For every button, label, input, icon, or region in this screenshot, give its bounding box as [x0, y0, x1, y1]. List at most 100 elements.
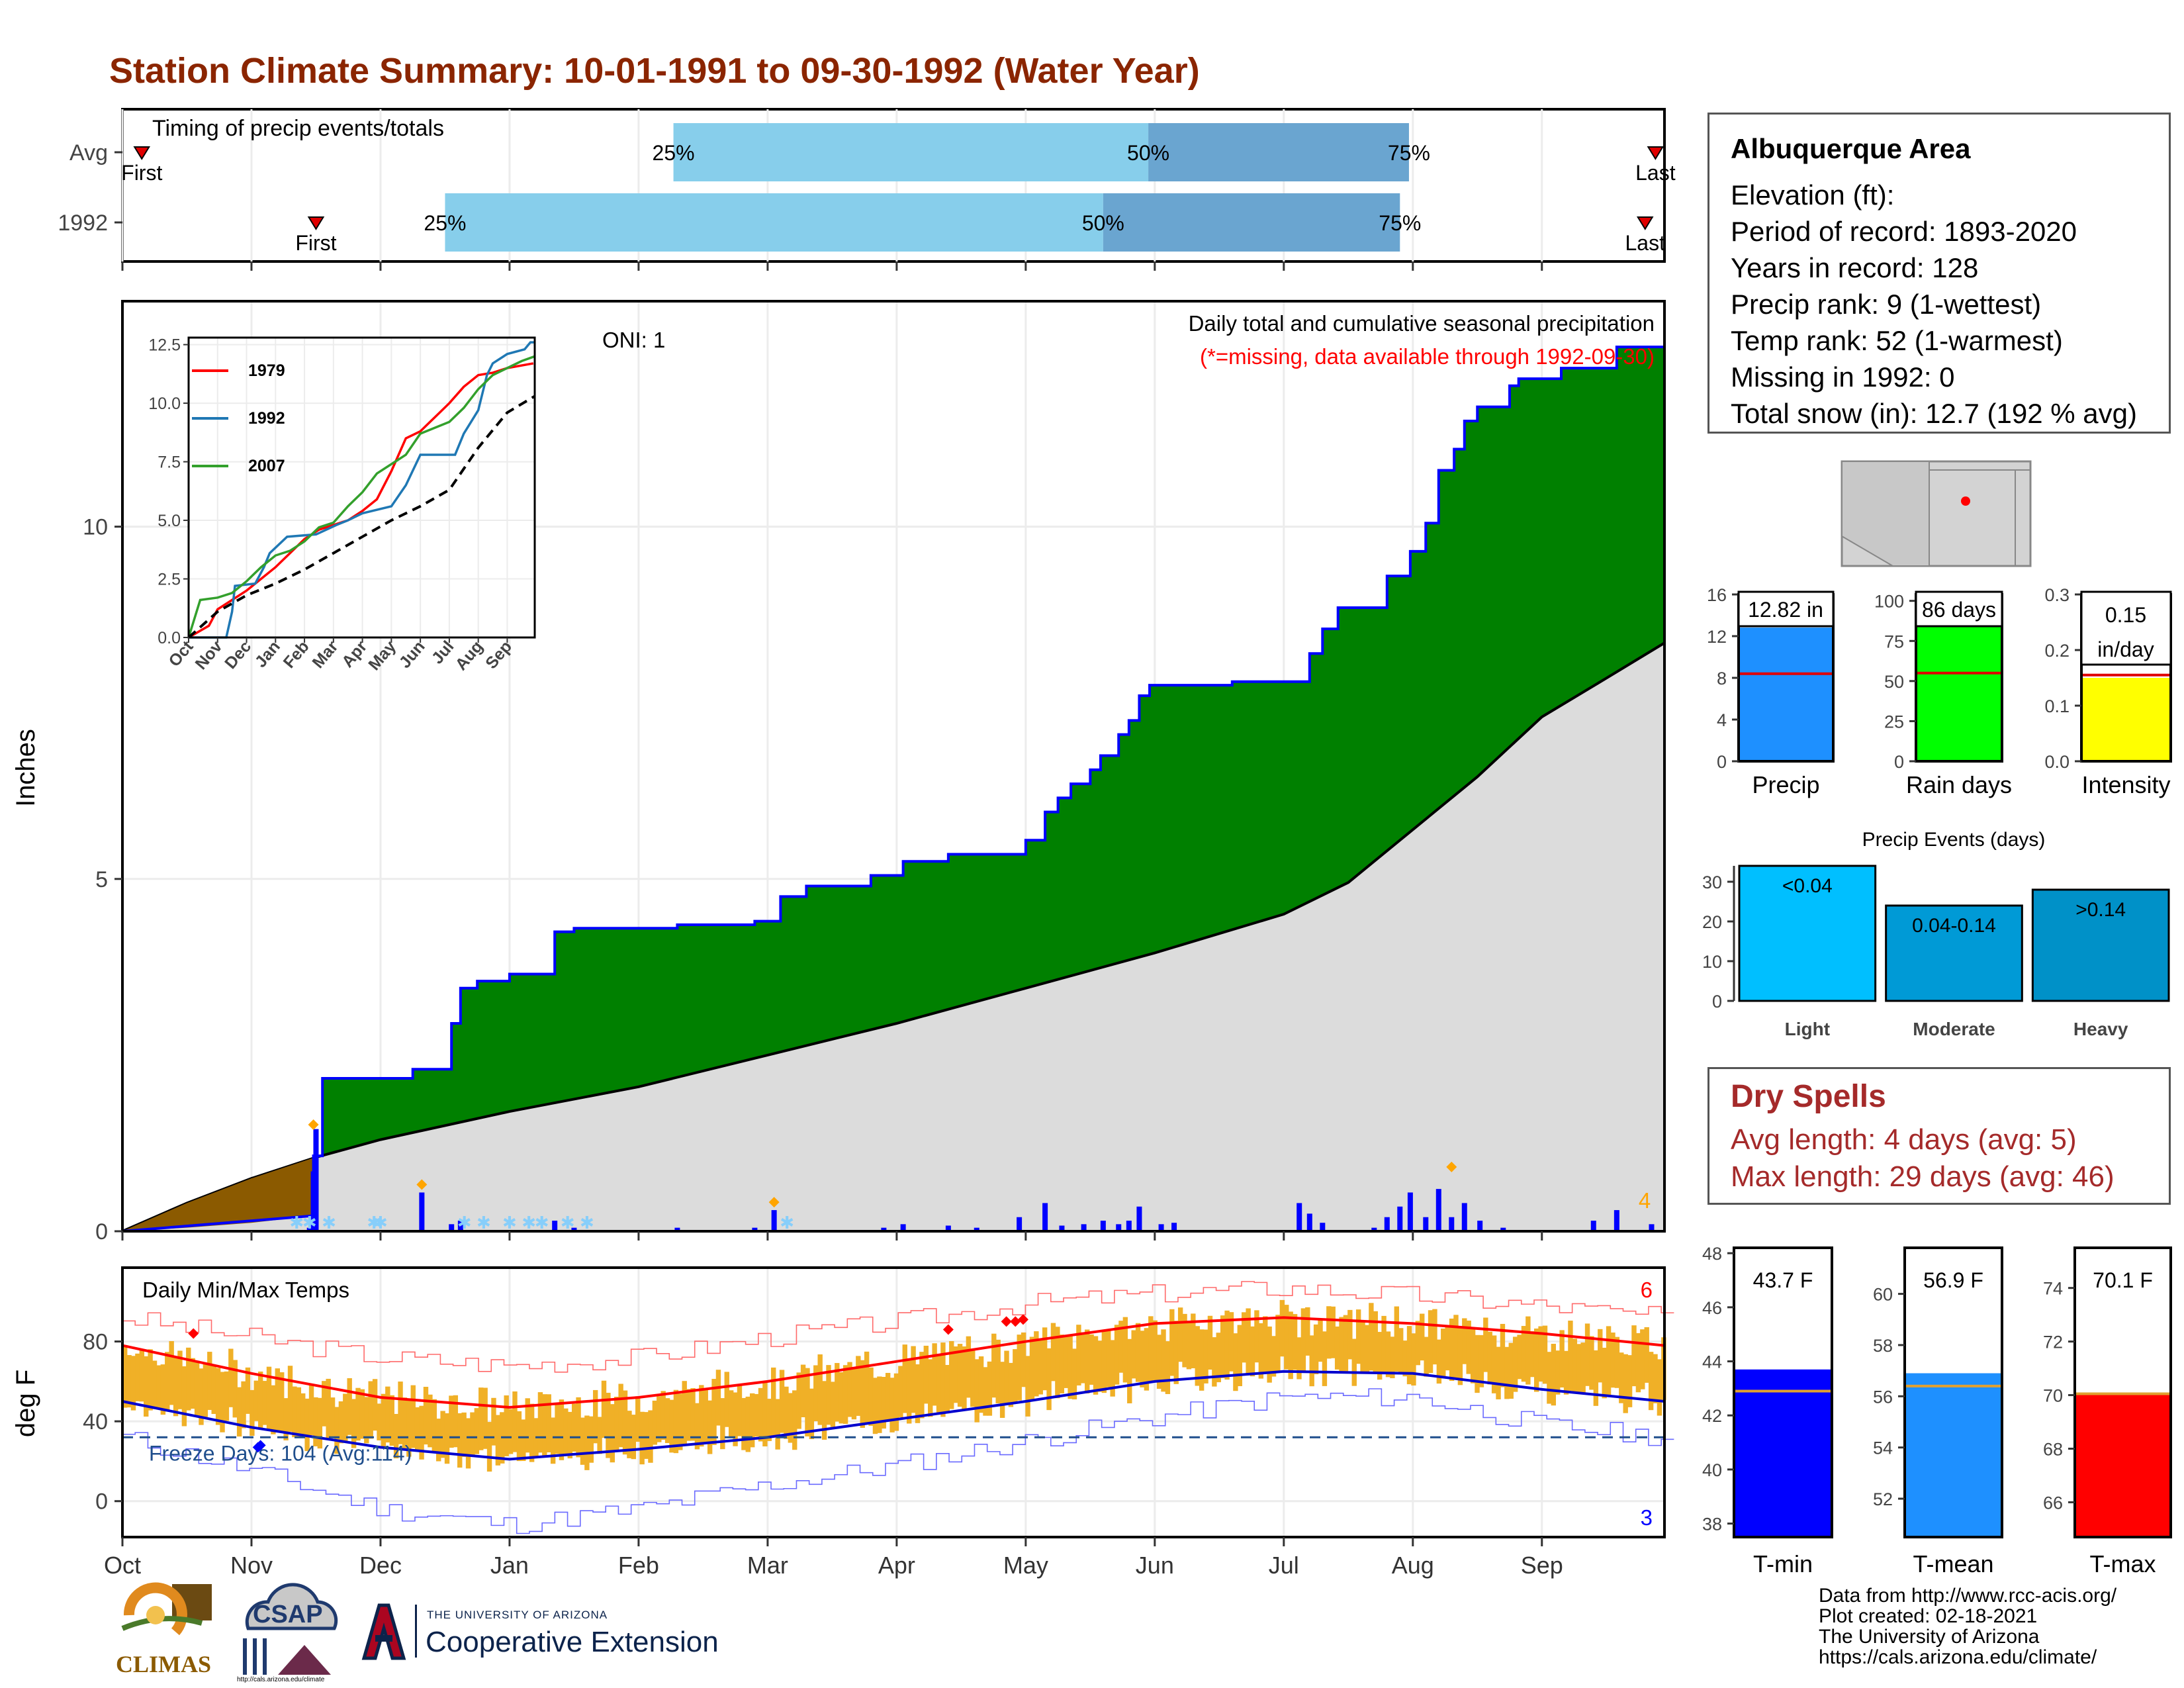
daily-temp-range-bar [1470, 1328, 1476, 1383]
daily-temp-range-bar [271, 1385, 276, 1434]
oni-label: ONI: 1 [602, 328, 665, 352]
daily-precip-bar [1423, 1217, 1429, 1231]
daily-temp-range-bar [1297, 1337, 1302, 1380]
daily-temp-range-bar [1228, 1312, 1234, 1372]
daily-temp-range-bar [966, 1336, 972, 1398]
daily-temp-range-bar [1538, 1326, 1543, 1382]
daily-temp-range-bar [762, 1381, 768, 1447]
record-high-marker [188, 1328, 199, 1339]
daily-temp-range-bar [669, 1399, 674, 1453]
daily-temp-range-bar [618, 1383, 623, 1448]
daily-temp-range-bar [317, 1397, 323, 1449]
daily-temp-range-bar [610, 1404, 615, 1463]
daily-temp-range-bar [257, 1371, 263, 1428]
temp-x-tick-label: Aug [1392, 1552, 1434, 1579]
record-high-marker [942, 1324, 954, 1335]
daily-temp-range-bar [673, 1389, 679, 1454]
events-category-label: Moderate [1913, 1019, 1995, 1039]
daily-temp-range-bar [334, 1407, 340, 1454]
daily-temp-range-bar [576, 1397, 581, 1458]
csap-logo-url: http://cals.arizona.edu/climate [237, 1676, 325, 1683]
daily-temp-range-bar [1343, 1315, 1349, 1373]
tmax-y-tick-label: 74 [2043, 1279, 2063, 1299]
inset-legend-label: 1992 [248, 409, 285, 428]
daily-temp-range-bar [402, 1397, 408, 1451]
intensity-summary-y-tick-label: 0.1 [2044, 696, 2070, 716]
daily-temp-range-bar [1203, 1329, 1208, 1383]
ua-logo-divider [415, 1605, 417, 1658]
tmax-y-tick-label: 70 [2043, 1386, 2063, 1406]
daily-temp-range-bar [330, 1397, 336, 1436]
ua-extension-logo: THE UNIVERSITY OF ARIZONA Cooperative Ex… [361, 1602, 745, 1668]
daily-temp-range-bar [657, 1396, 662, 1442]
daily-temp-range-bar [1076, 1325, 1081, 1385]
daily-temp-range-bar [1394, 1306, 1400, 1372]
daily-temp-range-bar [1602, 1348, 1607, 1399]
daily-precip-bar [1384, 1217, 1390, 1231]
daily-temp-range-bar [1411, 1333, 1416, 1386]
daily-temp-range-bar [1653, 1354, 1658, 1403]
daily-temp-range-bar [1462, 1318, 1467, 1364]
daily-temp-range-bar [381, 1393, 387, 1448]
daily-temp-range-bar [1445, 1325, 1450, 1371]
daily-temp-range-bar [1631, 1325, 1637, 1387]
temp-y-tick-label: 40 [83, 1409, 108, 1434]
daily-temp-range-bar [1068, 1336, 1073, 1399]
intensity-summary-category-label: Intensity [2081, 771, 2170, 798]
credit-data-source: Data from http://www.rcc-acis.org/ [1819, 1585, 2117, 1607]
daily-temp-range-bar [156, 1365, 161, 1409]
daily-temp-range-bar [800, 1364, 806, 1417]
daily-temp-range-bar [160, 1364, 166, 1415]
daily-temp-range-bar [1504, 1346, 1510, 1399]
precip-summary-y-tick-label: 12 [1707, 627, 1727, 647]
events-bar-label: <0.04 [1782, 875, 1833, 897]
precip-summary-value-box [1737, 590, 1835, 628]
timing-first-label: First [121, 161, 162, 185]
daily-temp-range-bar [1415, 1321, 1421, 1366]
events-category-label: Light [1785, 1019, 1830, 1039]
daily-temp-range-bar [266, 1366, 272, 1429]
daily-temp-range-bar [1254, 1310, 1259, 1363]
daily-precip-bar [945, 1225, 951, 1231]
daily-temp-range-bar [614, 1397, 619, 1452]
inset-y-tick-label: 12.5 [148, 336, 181, 355]
timing-last-label: Last [1635, 161, 1676, 185]
daily-temp-range-bar [690, 1388, 696, 1441]
daily-temp-range-bar [478, 1387, 484, 1450]
intensity-summary-y-tick-label: 0.2 [2044, 641, 2070, 661]
inset-y-tick-label: 10.0 [148, 395, 181, 413]
events-y-tick-label: 0 [1712, 992, 1722, 1011]
daily-temp-range-bar [406, 1401, 412, 1457]
daily-temp-range-bar [1475, 1335, 1480, 1393]
daily-precip-bar [1449, 1217, 1455, 1231]
snow-marker: ✱ [561, 1213, 575, 1233]
daily-precip-bar [1397, 1206, 1403, 1231]
daily-temp-range-bar [1377, 1332, 1383, 1380]
daily-temp-range-bar [1584, 1323, 1590, 1386]
daily-temp-range-bar [571, 1403, 577, 1452]
tmean-y-tick-label: 56 [1873, 1387, 1893, 1407]
daily-temp-range-bar [1648, 1352, 1654, 1411]
daily-temp-range-bar [1542, 1325, 1548, 1384]
daily-temp-range-bar [419, 1405, 424, 1460]
daily-temp-range-bar [525, 1398, 530, 1453]
daily-temp-range-bar [300, 1393, 306, 1436]
daily-precip-bar [900, 1224, 906, 1231]
daily-temp-range-bar [1093, 1336, 1099, 1395]
daily-temp-range-bar [495, 1415, 501, 1466]
avg-cumulative-area [122, 643, 1664, 1231]
daily-temp-range-bar [1263, 1316, 1268, 1373]
daily-temp-range-bar [1369, 1303, 1374, 1371]
daily-temp-range-bar [1246, 1308, 1251, 1374]
daily-temp-range-bar [148, 1349, 153, 1411]
intensity-summary-bar [2081, 678, 2171, 761]
record-max-line [122, 1281, 1674, 1373]
daily-temp-range-bar [1547, 1352, 1552, 1404]
daily-precip-bar [1100, 1221, 1106, 1231]
daily-temp-range-bar [737, 1384, 743, 1436]
daily-temp-range-bar [1131, 1330, 1136, 1379]
daily-temp-range-bar [1533, 1328, 1539, 1392]
precip-y-tick-label: 5 [95, 867, 108, 892]
daily-temp-range-bar [1330, 1306, 1336, 1358]
